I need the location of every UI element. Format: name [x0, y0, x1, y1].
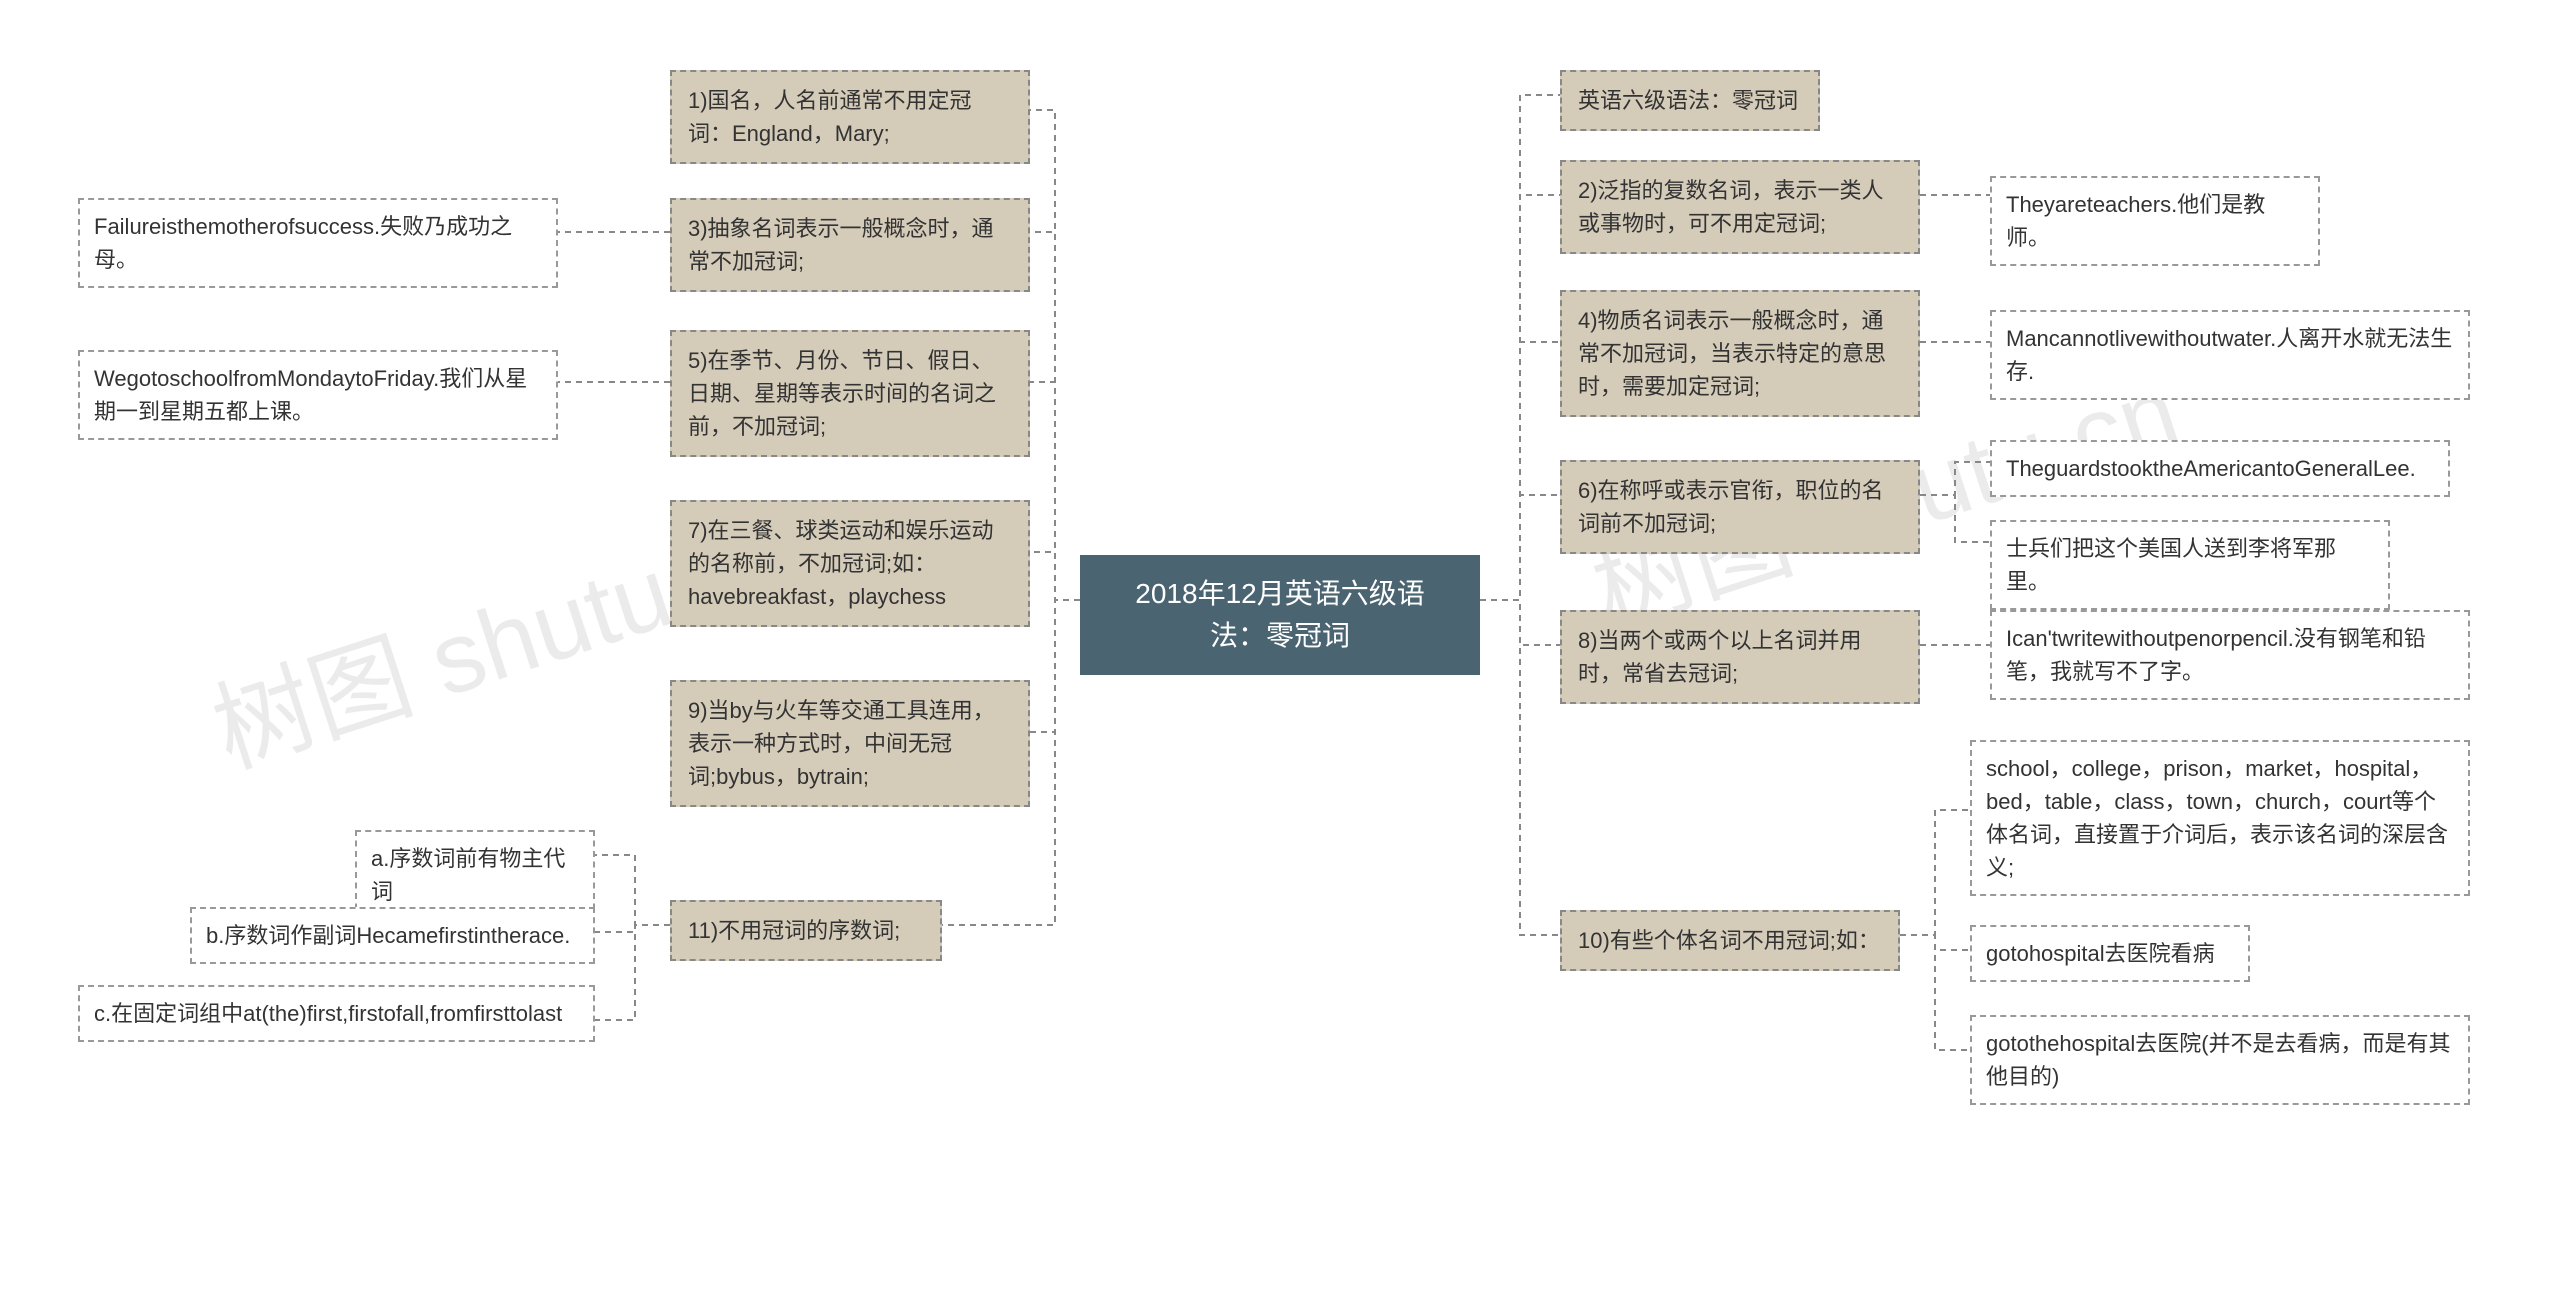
leaf-r8a: Ican'twritewithoutpenorpencil.没有钢笔和铅笔，我就…: [1990, 610, 2470, 700]
leaf-r6b: 士兵们把这个美国人送到李将军那里。: [1990, 520, 2390, 610]
leaf-r10b: gotohospital去医院看病: [1970, 925, 2250, 982]
node-l9: 9)当by与火车等交通工具连用，表示一种方式时，中间无冠词;bybus，bytr…: [670, 680, 1030, 807]
node-r6: 6)在称呼或表示官衔，职位的名词前不加冠词;: [1560, 460, 1920, 554]
leaf-l3a: Failureisthemotherofsuccess.失败乃成功之母。: [78, 198, 558, 288]
leaf-r2a: Theyareteachers.他们是教师。: [1990, 176, 2320, 266]
leaf-r10a: school，college，prison，market，hospital，be…: [1970, 740, 2470, 896]
node-l7: 7)在三餐、球类运动和娱乐运动的名称前，不加冠词;如：havebreakfast…: [670, 500, 1030, 627]
node-r10: 10)有些个体名词不用冠词;如：: [1560, 910, 1900, 971]
leaf-r6a: TheguardstooktheAmericantoGeneralLee.: [1990, 440, 2450, 497]
central-node: 2018年12月英语六级语法：零冠词: [1080, 555, 1480, 675]
leaf-l5a: WegotoschoolfromMondaytoFriday.我们从星期一到星期…: [78, 350, 558, 440]
node-l11: 11)不用冠词的序数词;: [670, 900, 942, 961]
node-l3: 3)抽象名词表示一般概念时，通常不加冠词;: [670, 198, 1030, 292]
leaf-r4a: Mancannotlivewithoutwater.人离开水就无法生存.: [1990, 310, 2470, 400]
leaf-r10c: gotothehospital去医院(并不是去看病，而是有其他目的): [1970, 1015, 2470, 1105]
node-l1: 1)国名，人名前通常不用定冠词：England，Mary;: [670, 70, 1030, 164]
node-r4: 4)物质名词表示一般概念时，通常不加冠词，当表示特定的意思时，需要加定冠词;: [1560, 290, 1920, 417]
node-r8: 8)当两个或两个以上名词并用时，常省去冠词;: [1560, 610, 1920, 704]
leaf-l11b: b.序数词作副词Hecamefirstintherace.: [190, 907, 595, 964]
leaf-l11c: c.在固定词组中at(the)first,firstofall,fromfirs…: [78, 985, 595, 1042]
node-r2: 2)泛指的复数名词，表示一类人或事物时，可不用定冠词;: [1560, 160, 1920, 254]
node-r0: 英语六级语法：零冠词: [1560, 70, 1820, 131]
node-l5: 5)在季节、月份、节日、假日、日期、星期等表示时间的名词之前，不加冠词;: [670, 330, 1030, 457]
